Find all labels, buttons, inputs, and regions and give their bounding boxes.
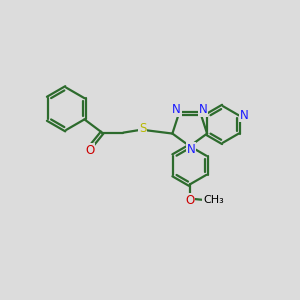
Text: O: O bbox=[85, 144, 94, 157]
Text: S: S bbox=[139, 122, 146, 135]
Text: N: N bbox=[240, 109, 248, 122]
Text: N: N bbox=[187, 142, 196, 156]
Text: N: N bbox=[172, 103, 181, 116]
Text: O: O bbox=[185, 194, 194, 207]
Text: N: N bbox=[199, 103, 207, 116]
Text: CH₃: CH₃ bbox=[203, 195, 224, 205]
